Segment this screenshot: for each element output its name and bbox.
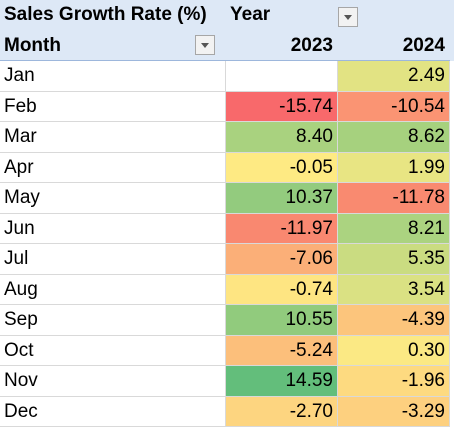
value-cell-2024[interactable]: -4.39 [337,304,450,336]
table-row: Oct -5.24 0.30 [0,335,454,366]
value-cell-2024[interactable]: 5.35 [337,243,450,275]
value-cell-2024[interactable]: -10.54 [337,91,450,122]
value-cell-2023[interactable]: 10.55 [225,304,338,336]
column-filter-dropdown-icon[interactable] [338,6,358,27]
value-cell-2023[interactable] [225,60,338,92]
column-field-label: Year [230,4,271,25]
value-cell-2024[interactable]: 0.30 [337,335,450,366]
value-cell-2023[interactable]: -11.97 [225,213,338,244]
month-cell[interactable]: Apr [0,152,226,183]
month-cell[interactable]: Jul [0,243,226,275]
month-cell[interactable]: Oct [0,335,226,366]
month-cell[interactable]: Dec [0,396,226,427]
value-cell-2023[interactable]: -2.70 [225,396,338,427]
table-row: Jan 2.49 [0,60,454,92]
column-field-cell[interactable]: Year [225,0,338,31]
value-title-cell[interactable]: Sales Growth Rate (%) [0,0,226,31]
value-cell-2023[interactable]: -7.06 [225,243,338,275]
table-row: Dec -2.70 -3.29 [0,396,454,427]
year-header-2024[interactable]: 2024 [337,30,450,61]
pivot-header-row-2: Month 2023 2024 [0,30,454,61]
value-cell-2024[interactable]: -11.78 [337,182,450,214]
table-row: Nov 14.59 -1.96 [0,365,454,397]
table-row: Apr -0.05 1.99 [0,152,454,183]
value-cell-2024[interactable]: 8.62 [337,121,450,153]
column-field-filter-cell[interactable] [337,0,450,31]
value-cell-2023[interactable]: 10.37 [225,182,338,214]
year-header-2023[interactable]: 2023 [225,30,338,61]
pivot-body: Jan 2.49 Feb -15.74 -10.54 Mar 8.40 8.62 Apr -0.0… [0,60,454,427]
row-field-label: Month [4,34,61,56]
month-cell[interactable]: May [0,182,226,214]
value-cell-2024[interactable]: -1.96 [337,365,450,397]
value-cell-2023[interactable]: 14.59 [225,365,338,397]
table-row: Mar 8.40 8.62 [0,121,454,153]
table-row: Aug -0.74 3.54 [0,274,454,305]
table-row: May 10.37 -11.78 [0,182,454,214]
value-cell-2024[interactable]: 1.99 [337,152,450,183]
value-cell-2024[interactable]: -3.29 [337,396,450,427]
value-cell-2024[interactable]: 2.49 [337,60,450,92]
value-cell-2023[interactable]: -5.24 [225,335,338,366]
month-cell[interactable]: Jan [0,60,226,92]
month-cell[interactable]: Mar [0,121,226,153]
table-row: Feb -15.74 -10.54 [0,91,454,122]
month-cell[interactable]: Nov [0,365,226,397]
pivot-header-row-1: Sales Growth Rate (%) Year [0,0,454,31]
row-field-cell[interactable]: Month [0,30,226,61]
month-cell[interactable]: Feb [0,91,226,122]
month-cell[interactable]: Jun [0,213,226,244]
table-row: Jun -11.97 8.21 [0,213,454,244]
table-row: Sep 10.55 -4.39 [0,304,454,336]
row-filter-dropdown-icon[interactable] [195,34,215,55]
value-cell-2023[interactable]: -15.74 [225,91,338,122]
value-cell-2023[interactable]: -0.74 [225,274,338,305]
value-cell-2024[interactable]: 3.54 [337,274,450,305]
value-title: Sales Growth Rate (%) [4,4,207,25]
month-cell[interactable]: Sep [0,304,226,336]
value-cell-2023[interactable]: 8.40 [225,121,338,153]
table-row: Jul -7.06 5.35 [0,243,454,275]
value-cell-2023[interactable]: -0.05 [225,152,338,183]
value-cell-2024[interactable]: 8.21 [337,213,450,244]
month-cell[interactable]: Aug [0,274,226,305]
